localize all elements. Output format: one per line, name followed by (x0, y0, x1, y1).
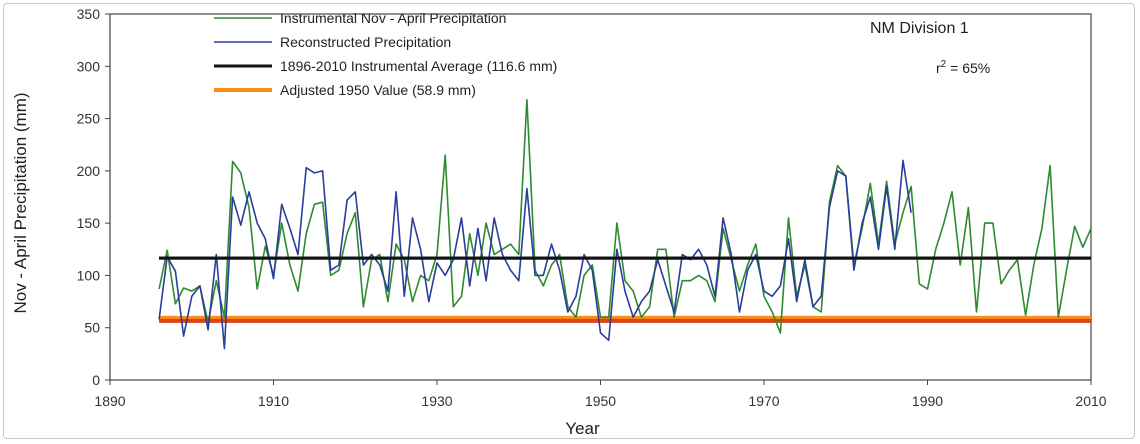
reconstructed-precipitation-line (158, 159, 912, 350)
y-tick-label: 100 (77, 267, 101, 283)
chart-frame: 0 50 100 150 200 250 300 350 1890 1910 1930 1950 197… (3, 3, 1135, 439)
y-tick-label: 250 (77, 111, 101, 127)
r-squared-label: r2 = 65% (936, 59, 990, 76)
division-label: NM Division 1 (870, 20, 969, 37)
y-tick-label: 200 (77, 163, 101, 179)
x-tick-label: 1930 (421, 393, 452, 409)
legend-label-0: Instrumental Nov - April Precipitation (280, 10, 506, 26)
precipitation-chart: 0 50 100 150 200 250 300 350 1890 1910 1930 1950 197… (11, 6, 1107, 438)
x-tick-label: 1890 (94, 393, 125, 409)
y-tick-label: 150 (77, 215, 101, 231)
y-tick-label: 350 (77, 6, 101, 22)
x-tick-label: 2010 (1075, 393, 1106, 409)
x-tick-label: 1950 (585, 393, 616, 409)
y-axis-title: Nov - April Precipitation (mm) (11, 92, 30, 313)
x-tick-label: 1970 (748, 393, 779, 409)
legend-label-1: Reconstructed Precipitation (280, 34, 451, 50)
y-tick-label: 0 (92, 372, 100, 388)
x-axis-title: Year (565, 419, 600, 438)
x-tick-label: 1990 (912, 393, 943, 409)
x-tick-label: 1910 (258, 393, 289, 409)
legend-label-2: 1896-2010 Instrumental Average (116.6 mm… (280, 58, 557, 74)
legend-label-3: Adjusted 1950 Value (58.9 mm) (280, 82, 476, 98)
y-tick-label: 300 (77, 58, 101, 74)
y-tick-label: 50 (84, 320, 100, 336)
instrumental-precipitation-line (158, 98, 1092, 334)
